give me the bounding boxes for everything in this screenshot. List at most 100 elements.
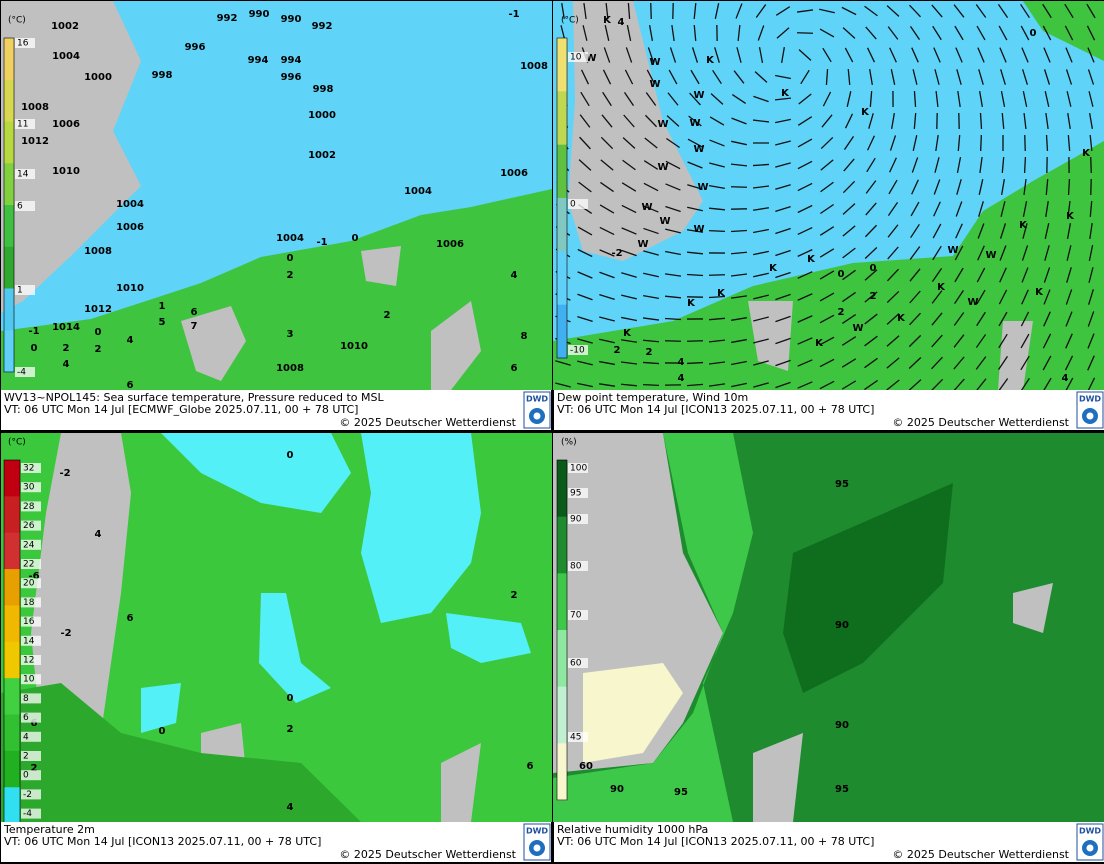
wind-barb [1023, 112, 1027, 130]
wind-barb [626, 25, 632, 41]
wind-barb [624, 69, 634, 85]
caption-bg [1, 822, 551, 862]
wind-barb [665, 228, 681, 234]
wind-barb [841, 6, 857, 16]
wind-barb [714, 47, 720, 63]
wind-barb [998, 333, 1008, 349]
wind-barb [842, 291, 856, 303]
map-label: 1006 [52, 119, 80, 130]
wind-barb [689, 92, 701, 106]
colorbar-unit: (%) [561, 438, 577, 448]
colorbar-label: 32 [23, 464, 34, 474]
wind-barb [622, 159, 636, 171]
wind-barb [864, 291, 878, 303]
wind-barb [843, 158, 855, 172]
colorbar-label: 10 [23, 675, 35, 685]
wind-barb [775, 315, 791, 323]
map-label: K [937, 282, 946, 293]
wind-barb [997, 4, 1009, 18]
wind-barb [686, 273, 704, 277]
wind-barb [1043, 267, 1051, 283]
wind-barb [781, 47, 785, 63]
wind-barb [735, 3, 743, 19]
wind-barb [825, 68, 829, 86]
map-label: 5 [159, 317, 166, 328]
wind-barb [842, 247, 856, 259]
wind-barb [866, 157, 876, 173]
wind-barb [819, 248, 835, 258]
wind-barb [796, 32, 814, 34]
wind-barb [708, 361, 726, 365]
wind-barb [1020, 355, 1030, 371]
wind-barb [1021, 47, 1029, 63]
map-label: 1012 [21, 136, 49, 147]
wind-barb [841, 336, 857, 346]
wind-barb [775, 6, 791, 16]
colorbar-label: 60 [570, 659, 582, 669]
wind-barb [643, 294, 659, 300]
wind-barb [1044, 245, 1050, 261]
wind-barb [775, 359, 791, 367]
colorbar-label-bg [21, 482, 41, 493]
wind-barb [998, 311, 1008, 327]
wind-barb [775, 74, 791, 80]
wind-barb [887, 246, 899, 260]
map-label: 4 [618, 17, 625, 28]
wind-barb [909, 268, 921, 282]
wind-barb [665, 250, 681, 256]
map-label: W [689, 118, 700, 129]
cold-patches [141, 433, 531, 733]
caption-valid: VT: 06 UTC Mon 14 Jul [ICON13 2025.07.11… [557, 835, 874, 848]
colorbar-label: 16 [23, 617, 35, 627]
map-label: 1004 [276, 233, 304, 244]
wind-barb [977, 47, 985, 63]
wind-barb [820, 203, 834, 215]
wind-barb [753, 382, 769, 388]
wind-barb [1043, 377, 1052, 390]
wind-barb [846, 91, 852, 107]
wind-barb [1067, 134, 1071, 152]
map-label: 992 [312, 21, 333, 32]
wind-barb [1045, 178, 1049, 196]
wind-barb [911, 179, 919, 195]
wind-barb [979, 112, 983, 130]
wind-barb [977, 245, 985, 261]
caption-title: WV13~NPOL145: Sea surface temperature, P… [4, 391, 385, 404]
caption-valid: VT: 06 UTC Mon 14 Jul [ECMWF_Globe 2025.… [4, 403, 358, 416]
wind-barb [1042, 3, 1052, 19]
wind-barb [577, 360, 593, 366]
map-dewpoint [553, 1, 1104, 390]
wind-barb [775, 162, 791, 168]
wind-barb [975, 4, 987, 18]
wind-barb [643, 227, 659, 235]
colorbar-segment [4, 121, 14, 164]
logo-swirl-inner [533, 844, 541, 852]
wind-barb [956, 157, 962, 173]
wind-barb [1066, 245, 1072, 261]
map-label: K [1019, 220, 1028, 231]
colorbar-frame [556, 37, 568, 359]
wind-barb [886, 290, 900, 304]
wind-barb [621, 272, 637, 278]
wind-barb [933, 179, 941, 195]
wind-barb [976, 311, 986, 327]
wind-barb [1043, 289, 1051, 305]
colorbar-label-bg [21, 597, 41, 608]
wind-barb [934, 157, 940, 173]
colorbar-label-bg [21, 635, 41, 646]
wind-barb [864, 224, 878, 238]
wind-barb [731, 117, 747, 125]
wind-barb [598, 383, 616, 387]
wind-barb [687, 161, 703, 169]
colorbar-label: 95 [570, 489, 581, 499]
wind-barb [646, 69, 656, 85]
colorbar-label: 10 [570, 53, 582, 63]
wind-barb [869, 90, 873, 108]
wind-barb [620, 339, 638, 343]
wind-barb [731, 140, 747, 146]
wind-barb [957, 134, 961, 152]
wind-barb [620, 361, 638, 365]
wind-barb [775, 227, 791, 235]
colorbar-label-bg [15, 367, 35, 377]
colorbar-label-bg [21, 520, 41, 531]
